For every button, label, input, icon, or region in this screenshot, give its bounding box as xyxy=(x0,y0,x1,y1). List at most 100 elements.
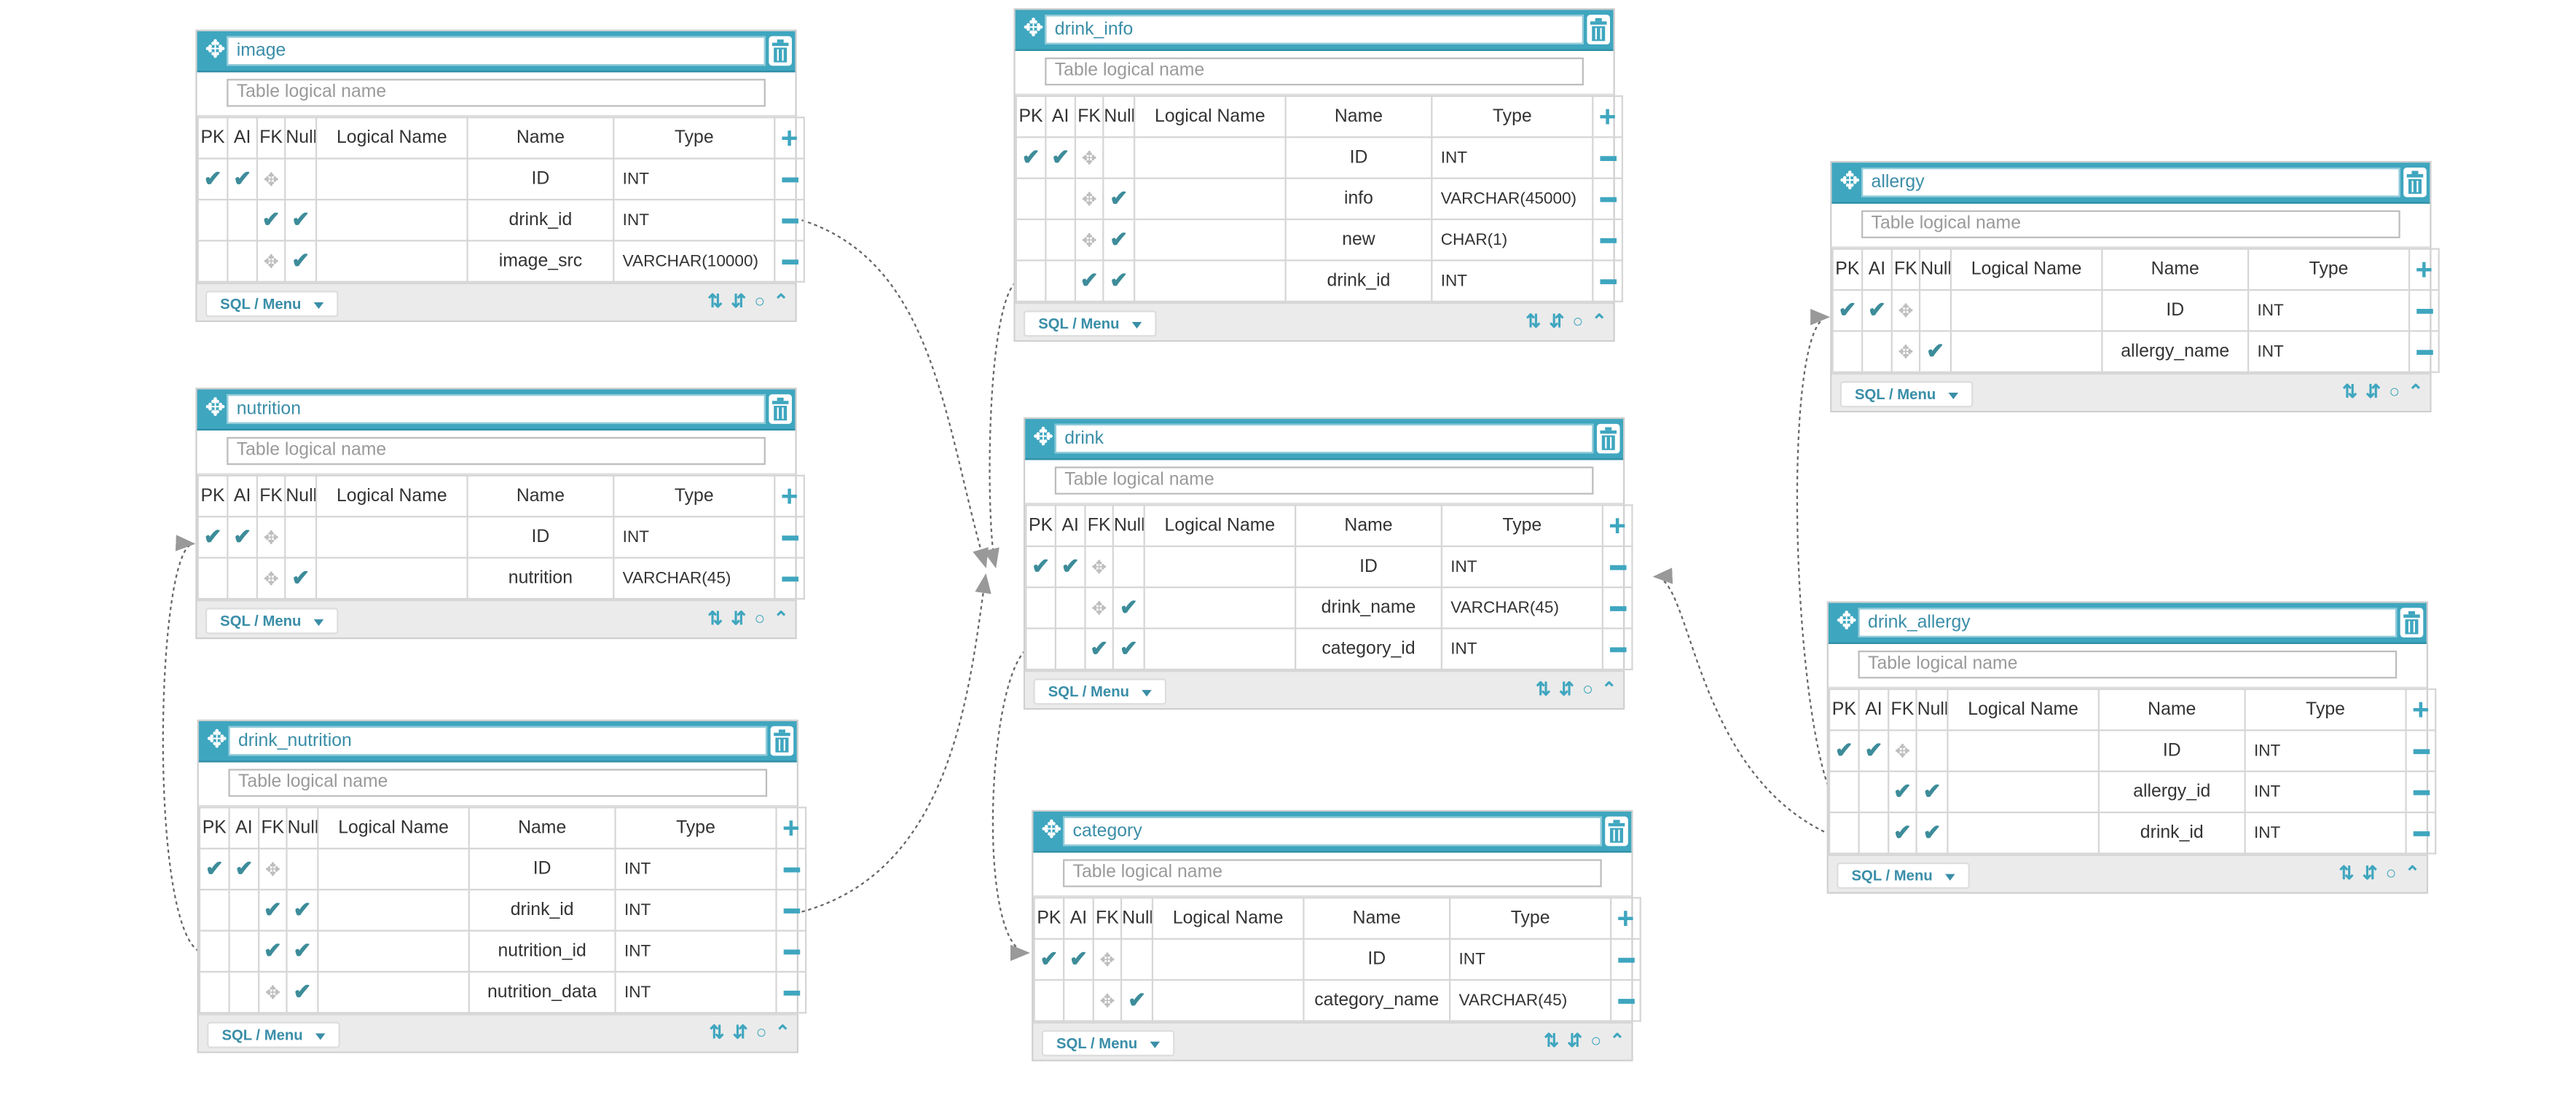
pk-toggle[interactable] xyxy=(198,970,230,1014)
pk-toggle[interactable] xyxy=(198,930,230,973)
null-toggle[interactable] xyxy=(1915,729,1949,772)
pk-toggle[interactable]: ✔ xyxy=(197,516,229,559)
field-name[interactable]: ID xyxy=(1284,136,1433,179)
pk-toggle[interactable] xyxy=(1033,979,1065,1022)
pk-toggle[interactable] xyxy=(1828,812,1860,855)
fk-toggle[interactable]: ✥ xyxy=(256,516,286,559)
ai-toggle[interactable]: ✔ xyxy=(1054,545,1086,589)
minus-icon[interactable] xyxy=(1592,136,1624,179)
table-logical-name-input[interactable]: Table logical name xyxy=(227,79,766,107)
table-name-input[interactable]: allergy xyxy=(1861,168,2400,197)
null-toggle[interactable] xyxy=(284,157,318,201)
field-logical-name[interactable] xyxy=(1947,812,2100,855)
field-type[interactable]: INT xyxy=(1431,136,1594,179)
fk-toggle[interactable]: ✔ xyxy=(1888,770,1917,814)
field-name[interactable]: nutrition_data xyxy=(468,970,616,1014)
field-name[interactable]: ID xyxy=(468,847,616,891)
minus-icon[interactable] xyxy=(774,557,805,600)
pk-toggle[interactable] xyxy=(1828,770,1860,814)
trash-icon[interactable] xyxy=(769,394,792,424)
table-logical-name-input[interactable]: Table logical name xyxy=(1045,57,1584,86)
field-name[interactable]: ID xyxy=(1295,545,1442,589)
field-logical-name[interactable] xyxy=(315,516,468,559)
ai-toggle[interactable] xyxy=(1054,586,1086,629)
plus-icon[interactable]: + xyxy=(775,806,807,849)
sort-az-icon[interactable]: ⇅ xyxy=(2342,382,2357,403)
null-toggle[interactable] xyxy=(1102,136,1136,179)
field-name[interactable]: drink_id xyxy=(1284,259,1433,302)
table-logical-name-input[interactable]: Table logical name xyxy=(1054,466,1594,495)
field-logical-name[interactable] xyxy=(1134,136,1287,179)
sql-menu-button[interactable]: SQL / Menu xyxy=(207,1021,341,1048)
fk-toggle[interactable]: ✥ xyxy=(1074,136,1104,179)
table-image[interactable]: ✥ image Table logical name PK AI FK Null Logica… xyxy=(195,29,805,322)
ai-toggle[interactable]: ✔ xyxy=(227,516,259,559)
plus-icon[interactable]: + xyxy=(1601,504,1633,547)
null-toggle[interactable]: ✔ xyxy=(1102,218,1136,262)
field-type[interactable]: INT xyxy=(2247,288,2411,332)
trash-icon[interactable] xyxy=(2403,168,2427,197)
field-logical-name[interactable] xyxy=(317,970,470,1014)
trash-icon[interactable] xyxy=(1605,816,1628,847)
ai-toggle[interactable]: ✔ xyxy=(1858,729,1890,772)
minus-icon[interactable] xyxy=(774,157,805,201)
trash-icon[interactable] xyxy=(2400,608,2424,637)
ai-toggle[interactable] xyxy=(1045,177,1077,221)
move-icon[interactable]: ✥ xyxy=(1032,423,1054,452)
minus-icon[interactable] xyxy=(1601,545,1633,589)
pk-toggle[interactable]: ✔ xyxy=(1025,545,1057,589)
table-logical-name-input[interactable]: Table logical name xyxy=(228,769,768,797)
field-name[interactable]: drink_id xyxy=(468,889,616,932)
fk-toggle[interactable]: ✥ xyxy=(1074,218,1104,262)
field-logical-name[interactable] xyxy=(1143,627,1297,671)
ai-toggle[interactable]: ✔ xyxy=(228,847,260,891)
null-toggle[interactable]: ✔ xyxy=(1918,330,1952,373)
null-toggle[interactable] xyxy=(1918,288,1952,332)
field-type[interactable]: CHAR(1) xyxy=(1431,218,1594,262)
minus-icon[interactable] xyxy=(774,240,805,283)
fk-toggle[interactable]: ✔ xyxy=(1074,259,1104,302)
field-type[interactable]: INT xyxy=(1440,545,1603,589)
field-logical-name[interactable] xyxy=(1143,586,1297,629)
up-down-icon[interactable]: ⇵ xyxy=(1549,312,1565,332)
ai-toggle[interactable] xyxy=(1858,770,1890,814)
sort-az-icon[interactable]: ⇅ xyxy=(1535,680,1551,700)
null-toggle[interactable] xyxy=(1120,938,1154,981)
table-drink-info[interactable]: ✥ drink_info Table logical name PK AI FK Null L… xyxy=(1013,8,1624,342)
ai-toggle[interactable] xyxy=(228,930,260,973)
field-name[interactable]: drink_id xyxy=(466,198,615,242)
field-type[interactable]: VARCHAR(45) xyxy=(1440,586,1603,629)
chevron-up-icon[interactable]: ⌃ xyxy=(773,292,789,313)
minus-icon[interactable] xyxy=(775,970,807,1014)
field-logical-name[interactable] xyxy=(1134,218,1287,262)
field-logical-name[interactable] xyxy=(315,198,468,242)
fk-toggle[interactable]: ✥ xyxy=(1890,330,1921,373)
field-name[interactable]: ID xyxy=(2101,288,2250,332)
plus-icon[interactable]: + xyxy=(2408,248,2440,291)
table-name-input[interactable]: category xyxy=(1063,816,1602,847)
minus-icon[interactable] xyxy=(775,930,807,973)
field-name[interactable]: allergy_name xyxy=(2101,330,2250,373)
fk-toggle[interactable]: ✥ xyxy=(256,557,286,600)
null-toggle[interactable]: ✔ xyxy=(286,930,319,973)
field-type[interactable]: INT xyxy=(614,970,777,1014)
fk-toggle[interactable]: ✥ xyxy=(1084,586,1114,629)
table-logical-name-input[interactable]: Table logical name xyxy=(1858,651,2398,679)
sort-az-icon[interactable]: ⇅ xyxy=(2339,864,2355,884)
field-name[interactable]: new xyxy=(1284,218,1433,262)
move-icon[interactable]: ✥ xyxy=(1023,15,1044,43)
fk-toggle[interactable]: ✥ xyxy=(1092,938,1123,981)
field-type[interactable]: VARCHAR(10000) xyxy=(613,240,776,283)
chevron-up-icon[interactable]: ⌃ xyxy=(1591,312,1607,332)
field-type[interactable]: INT xyxy=(613,157,776,201)
table-name-input[interactable]: drink xyxy=(1054,423,1594,454)
pk-toggle[interactable] xyxy=(198,889,230,932)
minus-icon[interactable] xyxy=(1592,259,1624,302)
chevron-up-icon[interactable]: ⌃ xyxy=(1601,680,1617,700)
plus-icon[interactable]: + xyxy=(1592,95,1624,138)
field-logical-name[interactable] xyxy=(315,557,468,600)
field-logical-name[interactable] xyxy=(1949,330,2103,373)
pk-toggle[interactable] xyxy=(197,557,229,600)
table-drink-allergy[interactable]: ✥ drink_allergy Table logical name PK AI FK Nu… xyxy=(1826,601,2437,894)
pk-toggle[interactable]: ✔ xyxy=(1831,288,1864,332)
